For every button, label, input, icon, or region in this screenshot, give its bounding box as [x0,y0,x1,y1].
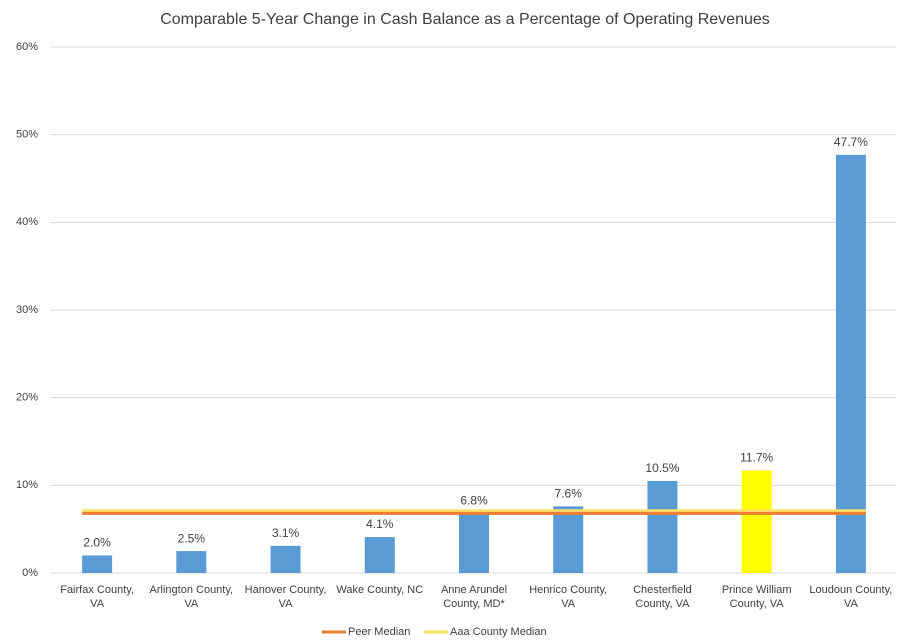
x-tick-label: Arlington County, VA [149,584,234,610]
data-label: 6.8% [460,494,488,508]
legend-label: Peer Median [348,626,410,638]
data-label: 47.7% [834,135,868,149]
bar [176,551,207,573]
x-tick-label: Prince William County, VA [721,584,792,610]
x-tick-label: Fairfax County, VA [60,584,134,610]
x-tick-label: Loudoun County, VA [809,584,893,610]
data-label: 7.6% [555,487,583,501]
bar [741,470,772,573]
y-tick-label: 10% [16,479,38,491]
x-tick-label: Hanover County, VA [244,584,327,610]
bar [459,513,489,573]
x-tick-label: Wake County, NC [336,584,424,596]
x-tick-label: Anne Arundel County, MD* [440,584,508,610]
chart-title: Comparable 5-Year Change in Cash Balance… [160,11,770,28]
legend-label: Aaa County Median [450,626,547,638]
bar [647,480,678,573]
y-tick-label: 20% [16,392,38,404]
bar [835,154,866,573]
x-tick-label: Chesterfield County, VA [633,584,692,610]
data-label: 10.5% [645,461,679,475]
data-label: 3.1% [272,526,300,540]
data-label: 11.7% [740,451,773,465]
y-tick-label: 50% [16,129,38,141]
bar [82,555,113,573]
bar [270,545,301,573]
bar [364,537,395,573]
data-label: 2.0% [83,536,111,550]
x-tick-label: Henrico County, VA [529,584,608,610]
y-tick-label: 60% [16,41,38,53]
y-tick-label: 40% [16,216,38,228]
data-label: 4.1% [366,517,394,531]
bar [553,506,584,573]
data-label: 2.5% [178,531,206,545]
y-tick-label: 0% [22,567,38,579]
y-tick-label: 30% [16,304,38,316]
